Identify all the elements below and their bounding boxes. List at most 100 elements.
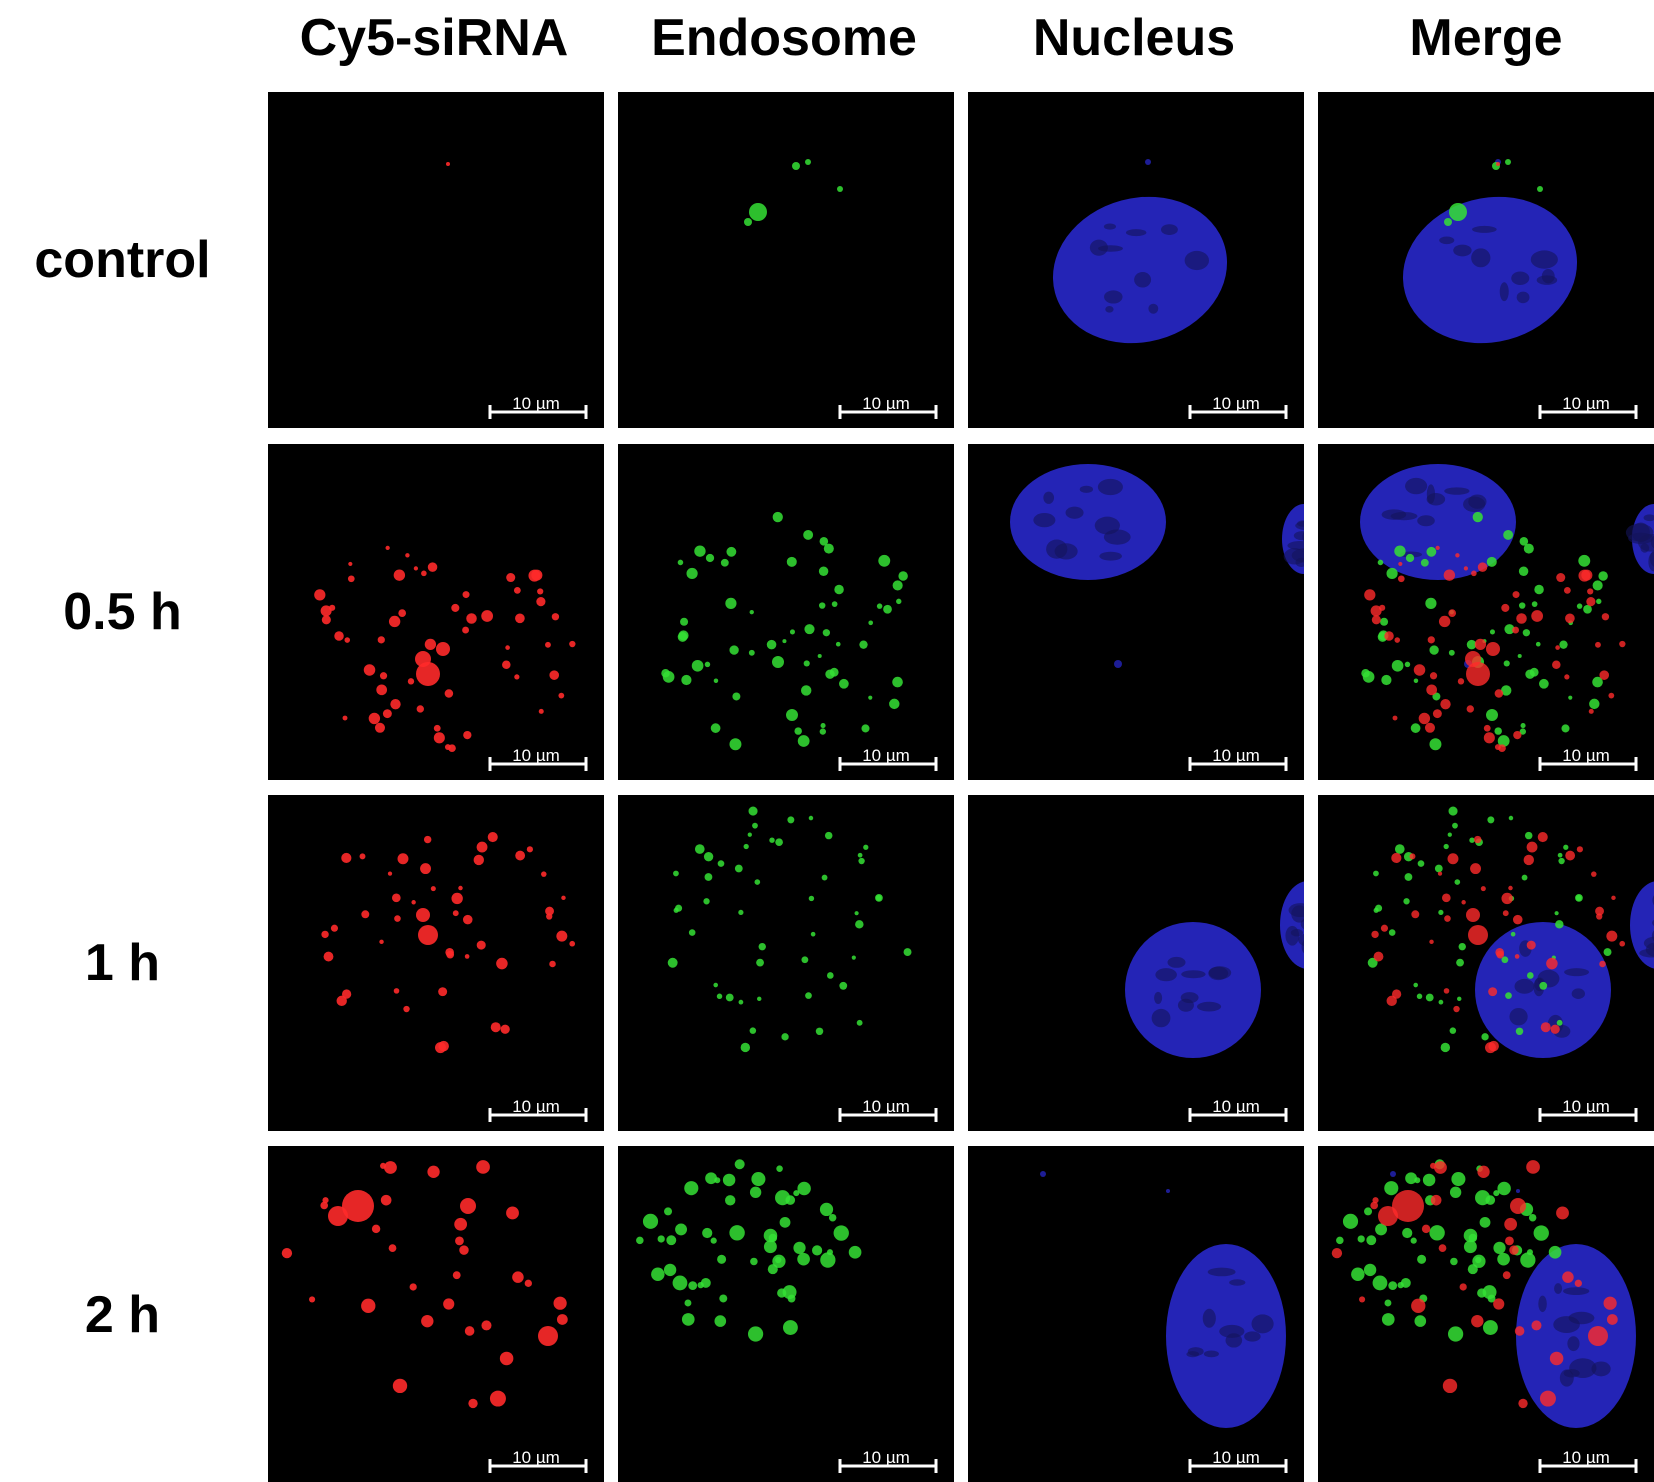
micrograph-panel: 10 µm xyxy=(618,444,954,780)
sirna-dot xyxy=(435,1042,446,1053)
endosome-dot xyxy=(686,568,697,579)
sirna-dot xyxy=(1586,597,1595,606)
endosome-dot xyxy=(1429,738,1441,750)
micrograph-panel: 10 µm xyxy=(618,1146,954,1482)
sirna-dot xyxy=(1503,1271,1511,1279)
nucleus-speck xyxy=(1516,1189,1520,1193)
endosome-dot xyxy=(786,709,798,721)
endosome-dot xyxy=(725,598,736,609)
sirna-dot xyxy=(1468,925,1488,945)
endosome-dot xyxy=(689,929,696,936)
endosome-dot xyxy=(711,723,721,733)
endosome-dot xyxy=(801,685,811,695)
sirna-dot xyxy=(1552,660,1560,668)
nucleus-speck xyxy=(1040,1171,1046,1177)
sirna-dot xyxy=(389,616,400,627)
endosome-dot xyxy=(805,159,811,165)
endosome-dot xyxy=(1522,875,1528,881)
sirna-dot xyxy=(1474,836,1481,843)
sirna-dot xyxy=(421,571,427,577)
endosome-dot xyxy=(1448,1326,1463,1341)
endosome-dot xyxy=(752,823,758,829)
endosome-dot xyxy=(1373,871,1379,877)
endosome-dot xyxy=(651,1268,664,1281)
sirna-dot xyxy=(1565,851,1575,861)
endosome-dot xyxy=(1475,1190,1490,1205)
micrograph-image xyxy=(268,795,604,1131)
endosome-dot xyxy=(735,1159,745,1169)
sirna-dot xyxy=(1524,855,1534,865)
sirna-dot xyxy=(314,589,325,600)
sirna-dot xyxy=(1391,853,1401,863)
endosome-dot xyxy=(877,603,882,608)
sirna-dot xyxy=(506,573,515,582)
micrograph-image xyxy=(1318,444,1654,780)
endosome-dot xyxy=(1509,816,1514,821)
endosome-dot xyxy=(1451,1172,1465,1186)
nucleus-texture xyxy=(1098,245,1123,252)
endosome-dot xyxy=(750,1258,758,1266)
sirna-dot xyxy=(569,941,575,947)
sirna-dot xyxy=(434,725,441,732)
nucleus-texture xyxy=(1099,552,1122,561)
endosome-dot xyxy=(658,1235,665,1242)
nucleus-texture xyxy=(1244,1331,1261,1341)
sirna-dot xyxy=(1460,1283,1467,1290)
sirna-dot xyxy=(369,713,380,724)
endosome-dot xyxy=(1382,1313,1395,1326)
endosome-dot xyxy=(857,1020,863,1026)
endosome-dot xyxy=(673,871,679,877)
micrograph-panel: 10 µm xyxy=(268,444,604,780)
sirna-dot xyxy=(1607,1314,1618,1325)
sirna-dot xyxy=(420,863,431,874)
sirna-dot xyxy=(1439,1244,1447,1252)
sirna-dot xyxy=(443,1298,454,1309)
endosome-dot xyxy=(820,1203,833,1216)
endosome-dot xyxy=(834,585,843,594)
sirna-dot xyxy=(1425,723,1435,733)
sirna-dot xyxy=(1453,1006,1459,1012)
nucleus-texture xyxy=(1104,224,1116,230)
endosome-dot xyxy=(852,956,856,960)
endosome-dot xyxy=(1435,865,1443,873)
sirna-dot xyxy=(1411,910,1419,918)
endosome-dot xyxy=(1429,645,1438,654)
scale-bar-label: 10 µm xyxy=(486,746,586,766)
endosome-dot xyxy=(1455,879,1461,885)
endosome-dot xyxy=(1583,605,1592,614)
sirna-dot xyxy=(1444,988,1450,994)
sirna-dot xyxy=(453,910,459,916)
endosome-dot xyxy=(1406,554,1414,562)
sirna-dot xyxy=(477,842,488,853)
endosome-dot xyxy=(695,844,705,854)
scale-bar-label: 10 µm xyxy=(1186,746,1286,766)
endosome-dot xyxy=(804,660,810,666)
sirna-dot xyxy=(380,672,387,679)
sirna-dot xyxy=(451,604,459,612)
sirna-dot xyxy=(515,613,525,623)
endosome-dot xyxy=(1395,844,1405,854)
endosome-dot xyxy=(855,911,859,915)
endosome-dot xyxy=(1414,1315,1426,1327)
sirna-dot xyxy=(1444,915,1451,922)
endosome-dot xyxy=(775,1190,790,1205)
sirna-dot xyxy=(525,1280,532,1287)
endosome-dot xyxy=(1450,1258,1458,1266)
sirna-dot xyxy=(415,651,431,667)
endosome-dot xyxy=(718,860,725,867)
sirna-dot xyxy=(1398,562,1402,566)
endosome-dot xyxy=(832,601,838,607)
sirna-dot xyxy=(462,627,469,634)
sirna-dot xyxy=(329,605,335,611)
endosome-dot xyxy=(855,920,863,928)
sirna-dot xyxy=(1611,896,1615,900)
sirna-dot xyxy=(512,1271,524,1283)
nucleus-speck xyxy=(1114,660,1122,668)
column-header-endosome: Endosome xyxy=(614,8,954,68)
sirna-dot xyxy=(502,660,510,668)
nucleus-texture xyxy=(1553,1316,1580,1333)
endosome-dot xyxy=(1411,723,1421,733)
sirna-dot xyxy=(506,1207,519,1220)
endosome-dot xyxy=(1516,1028,1523,1035)
endosome-dot xyxy=(863,845,868,850)
